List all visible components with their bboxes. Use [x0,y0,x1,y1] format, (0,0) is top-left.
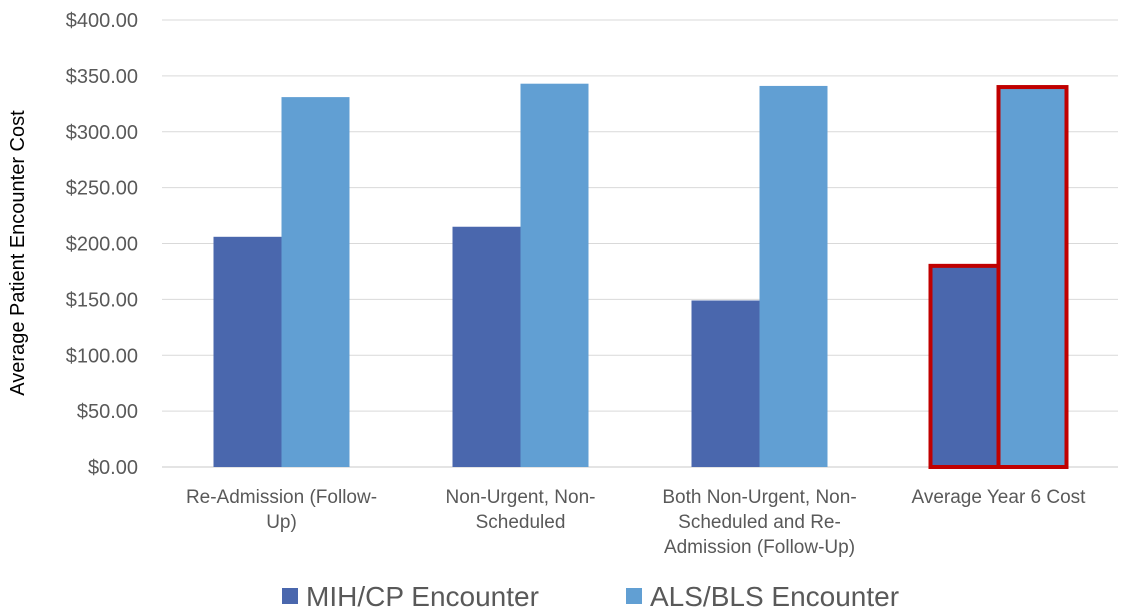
category-label: Both Non-Urgent, Non- Scheduled and Re- Ad… [662,487,856,558]
category-label-line: Scheduled and Re- [678,512,841,533]
legend: MIH/CP Encounter ALS/BLS Encounter [282,581,899,612]
legend-label: ALS/BLS Encounter [650,581,899,612]
category-label-line: Up) [266,512,297,533]
y-axis-ticks: $0.00 $50.00 $100.00 $150.00 $200.00 $250.00 $… [66,10,138,479]
legend-label: MIH/CP Encounter [306,581,539,612]
bar-mih-cp-3 [928,263,1001,469]
category-label: Non-Urgent, Non- Scheduled [446,487,596,533]
y-tick-label: $350.00 [66,66,138,88]
legend-swatch [626,588,642,604]
category-labels: Re-Admission (Follow- Up) Non-Urgent, Non-… [186,487,1086,558]
bar-als-bls-1 [520,83,589,467]
bar-als-bls-2 [759,85,828,468]
bar-mih-cp-0 [213,236,282,467]
bars [213,83,1069,470]
bar-mih-cp-2 [691,300,760,467]
y-tick-label: $250.00 [66,178,138,200]
category-label-line: Admission (Follow-Up) [664,537,855,558]
bar-als-bls-0 [281,97,350,468]
y-tick-label: $300.00 [66,122,138,144]
category-label-line: Both Non-Urgent, Non- [662,487,856,508]
y-tick-label: $200.00 [66,234,138,256]
bar-mih-cp-1 [452,226,521,467]
y-tick-label: $400.00 [66,10,138,32]
y-tick-label: $0.00 [88,457,138,479]
category-label: Average Year 6 Cost [912,487,1087,508]
legend-swatch [282,588,298,604]
category-label-line: Re-Admission (Follow- [186,487,377,508]
category-label-line: Average Year 6 Cost [912,487,1087,508]
bar-als-bls-3 [996,85,1069,470]
y-tick-label: $150.00 [66,289,138,311]
category-label-line: Non-Urgent, Non- [446,487,596,508]
y-axis-label: Average Patient Encounter Cost [7,110,29,396]
y-tick-label: $50.00 [77,401,138,423]
category-label-line: Scheduled [476,512,566,533]
category-label: Re-Admission (Follow- Up) [186,487,377,533]
y-tick-label: $100.00 [66,345,138,367]
